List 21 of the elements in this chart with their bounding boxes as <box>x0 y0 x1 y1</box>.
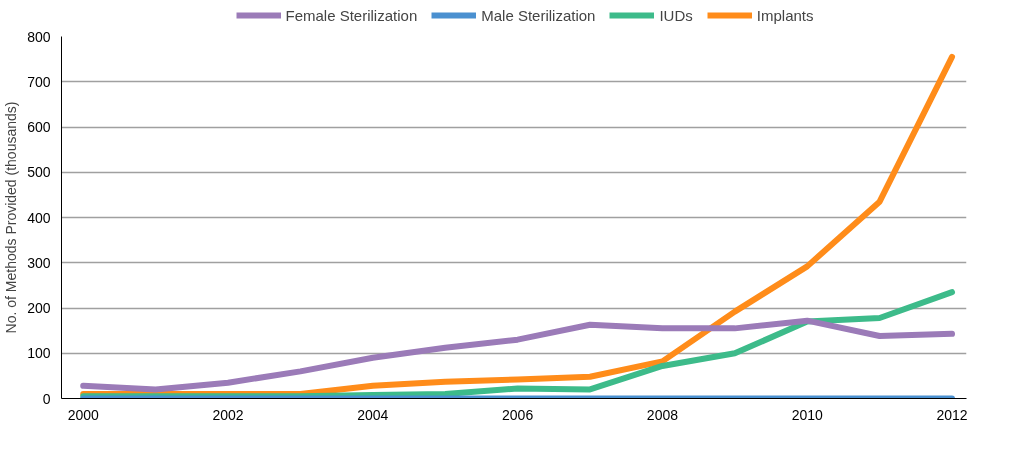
y-tick-label: 400 <box>27 209 51 226</box>
y-tick-label: 0 <box>42 390 51 407</box>
y-tick-label: 800 <box>27 28 51 45</box>
y-tick-label: 200 <box>27 300 51 316</box>
y-tick-label: 100 <box>27 345 51 362</box>
legend-label: Male Sterilization <box>481 6 596 24</box>
legend-label: IUDs <box>659 6 693 24</box>
x-tick-label: 2010 <box>791 406 824 423</box>
y-tick-label: 700 <box>27 73 51 90</box>
x-tick-label: 2012 <box>936 406 968 423</box>
x-tick-label: 2008 <box>646 406 679 423</box>
x-tick-label: 2006 <box>502 406 534 423</box>
legend-label: Female Sterilization <box>285 6 418 24</box>
x-tick-label: 2000 <box>67 406 100 423</box>
legend-label: Implants <box>756 6 814 24</box>
y-tick-label: 300 <box>27 254 51 271</box>
y-axis-title: No. of Methods Provided (thousands) <box>3 101 20 334</box>
x-tick-label: 2002 <box>212 406 244 423</box>
y-tick-label: 600 <box>27 119 51 135</box>
y-tick-label: 500 <box>27 164 51 181</box>
x-tick-label: 2004 <box>357 406 389 423</box>
